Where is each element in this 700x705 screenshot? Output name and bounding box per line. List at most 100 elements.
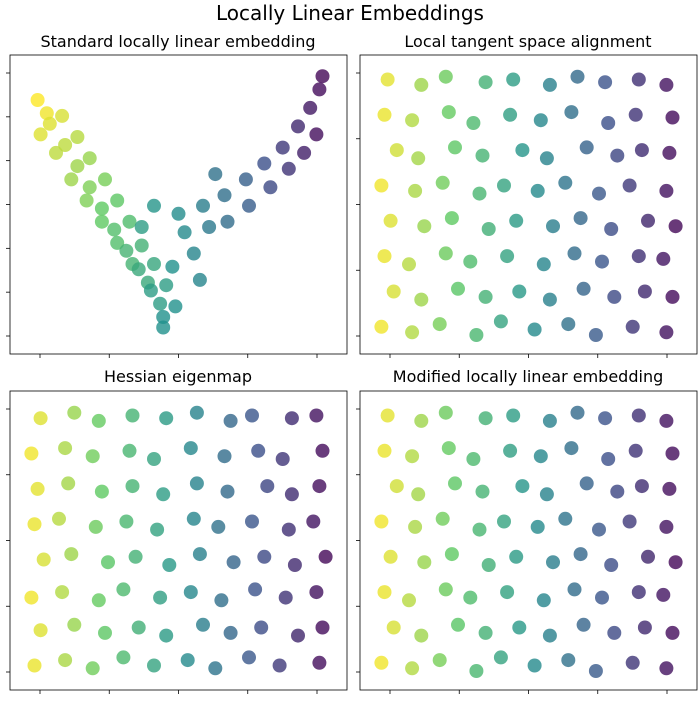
scatter-point xyxy=(287,558,302,572)
scatter-point xyxy=(275,452,290,466)
scatter-point xyxy=(91,593,106,608)
scatter-point xyxy=(625,319,640,334)
scatter-point xyxy=(659,413,674,428)
scatter-point xyxy=(576,281,591,296)
scatter-point xyxy=(656,587,671,602)
scatter-point xyxy=(284,487,299,502)
scatter-point xyxy=(58,138,73,152)
scatter-point xyxy=(101,555,115,570)
scatter-point xyxy=(119,514,134,529)
scatter-point xyxy=(377,443,392,458)
scatter-point xyxy=(220,214,235,229)
scatter-point xyxy=(432,317,447,332)
scatter-point xyxy=(444,547,459,562)
scatter-point xyxy=(88,519,103,534)
scatter-point xyxy=(472,522,487,537)
scatter-point xyxy=(159,628,174,643)
scatter-point xyxy=(42,116,57,131)
scatter-point xyxy=(402,593,416,608)
scatter-point xyxy=(389,143,404,158)
scatter-point xyxy=(309,585,324,600)
scatter-point xyxy=(309,408,324,423)
axes-standard-lle xyxy=(6,54,348,358)
scatter-point xyxy=(85,449,100,464)
scatter-point xyxy=(631,408,646,423)
scatter-point xyxy=(98,172,112,187)
scatter-point xyxy=(659,519,674,534)
scatter-point xyxy=(497,514,511,529)
scatter-points xyxy=(24,405,333,676)
scatter-point xyxy=(278,590,293,605)
scatter-point xyxy=(478,75,493,90)
scatter-point xyxy=(94,214,109,229)
scatter-points xyxy=(374,69,683,342)
scatter-point xyxy=(579,140,594,155)
scatter-point xyxy=(275,140,290,155)
scatter-point xyxy=(183,585,198,600)
scatter-point xyxy=(441,105,456,120)
scatter-point xyxy=(448,140,462,155)
scatter-point xyxy=(493,650,508,665)
scatter-point xyxy=(503,107,518,122)
axes-modified-lle xyxy=(356,390,698,694)
scatter-point xyxy=(607,625,622,640)
scatter-point xyxy=(665,110,680,125)
scatter-point xyxy=(70,159,85,174)
scatter-point xyxy=(503,443,518,458)
scatter-point xyxy=(67,405,82,420)
scatter-point xyxy=(592,522,606,537)
scatter-point xyxy=(168,299,183,314)
scatter-point xyxy=(24,590,39,605)
scatter-point xyxy=(588,664,603,678)
scatter-point xyxy=(257,549,272,564)
scatter-point xyxy=(131,262,146,277)
scatter-point xyxy=(595,590,609,605)
scatter-point xyxy=(49,145,63,160)
scatter-point xyxy=(94,484,109,499)
scatter-point xyxy=(405,325,420,340)
scatter-point xyxy=(527,322,542,337)
scatter-point xyxy=(438,246,453,261)
scatter-point xyxy=(659,325,674,340)
scatter-point xyxy=(469,664,484,678)
scatter-point xyxy=(558,175,573,190)
scatter-point xyxy=(128,549,143,564)
scatter-point xyxy=(542,292,557,307)
scatter-point xyxy=(52,511,66,526)
scatter-point xyxy=(156,320,171,335)
scatter-point xyxy=(223,625,238,640)
scatter-point xyxy=(374,319,389,334)
axes-frame xyxy=(359,390,698,691)
scatter-point xyxy=(79,193,94,208)
scatter-point xyxy=(408,519,423,534)
scatter-point xyxy=(579,476,594,491)
scatter-point xyxy=(662,481,677,496)
scatter-point xyxy=(242,650,256,665)
scatter-point xyxy=(561,653,576,668)
scatter-point xyxy=(414,77,429,92)
axes-frame xyxy=(9,390,348,691)
scatter-point xyxy=(417,219,432,234)
scatter-point xyxy=(217,188,232,203)
scatter-point xyxy=(380,72,395,87)
scatter-point xyxy=(530,183,545,198)
scatter-point xyxy=(466,452,481,466)
scatter-point xyxy=(405,449,420,464)
scatter-point xyxy=(162,558,177,572)
scatter-point xyxy=(150,522,165,537)
scatter-point xyxy=(509,549,524,564)
scatter-point xyxy=(254,620,269,635)
scatter-point xyxy=(36,552,51,567)
scatter-point xyxy=(500,585,515,600)
scatter-point xyxy=(497,178,511,193)
scatter-point xyxy=(631,72,646,87)
scatter-point xyxy=(318,549,333,564)
figure-title: Locally Linear Embeddings xyxy=(216,1,484,25)
scatter-point xyxy=(110,193,125,208)
scatter-point xyxy=(665,289,680,304)
scatter-points xyxy=(374,405,683,678)
scatter-point xyxy=(641,213,655,228)
scatter-point xyxy=(466,116,481,130)
scatter-point xyxy=(147,452,161,466)
scatter-point xyxy=(622,514,637,529)
